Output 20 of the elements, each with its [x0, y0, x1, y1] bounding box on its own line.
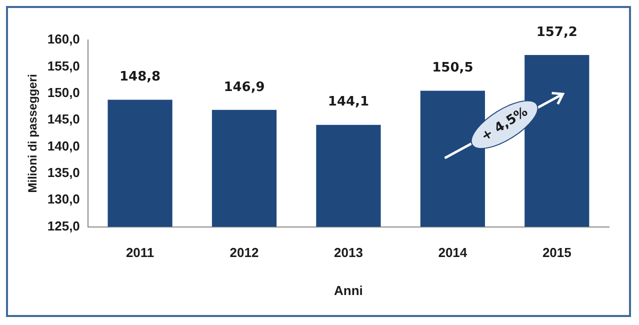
data-label: 150,5 — [432, 60, 474, 76]
y-tick-label: 155,0 — [47, 58, 80, 74]
x-axis-title: Anni — [334, 282, 363, 298]
x-tick-label: 2015 — [542, 245, 572, 260]
y-tick-label: 130,0 — [47, 192, 80, 207]
y-tick-label: 145,0 — [47, 112, 80, 127]
data-label: 146,9 — [224, 80, 265, 95]
x-tick-label: 2011 — [126, 245, 154, 260]
y-axis-title: Milioni di passeggeri — [26, 74, 40, 193]
data-label: 157,2 — [536, 24, 578, 40]
x-tick-label: 2012 — [230, 245, 259, 260]
x-tick-label: 2013 — [334, 245, 363, 260]
data-label: 148,8 — [119, 70, 161, 85]
data-label: 144,1 — [328, 94, 370, 110]
x-tick-label: 2014 — [438, 245, 468, 260]
y-tick-label: 135,0 — [47, 165, 80, 180]
y-tick-label: 140,0 — [47, 138, 80, 154]
y-tick-label: 160,0 — [47, 32, 80, 47]
y-tick-label: 125,0 — [47, 218, 80, 234]
y-tick-label: 150,0 — [47, 84, 80, 100]
